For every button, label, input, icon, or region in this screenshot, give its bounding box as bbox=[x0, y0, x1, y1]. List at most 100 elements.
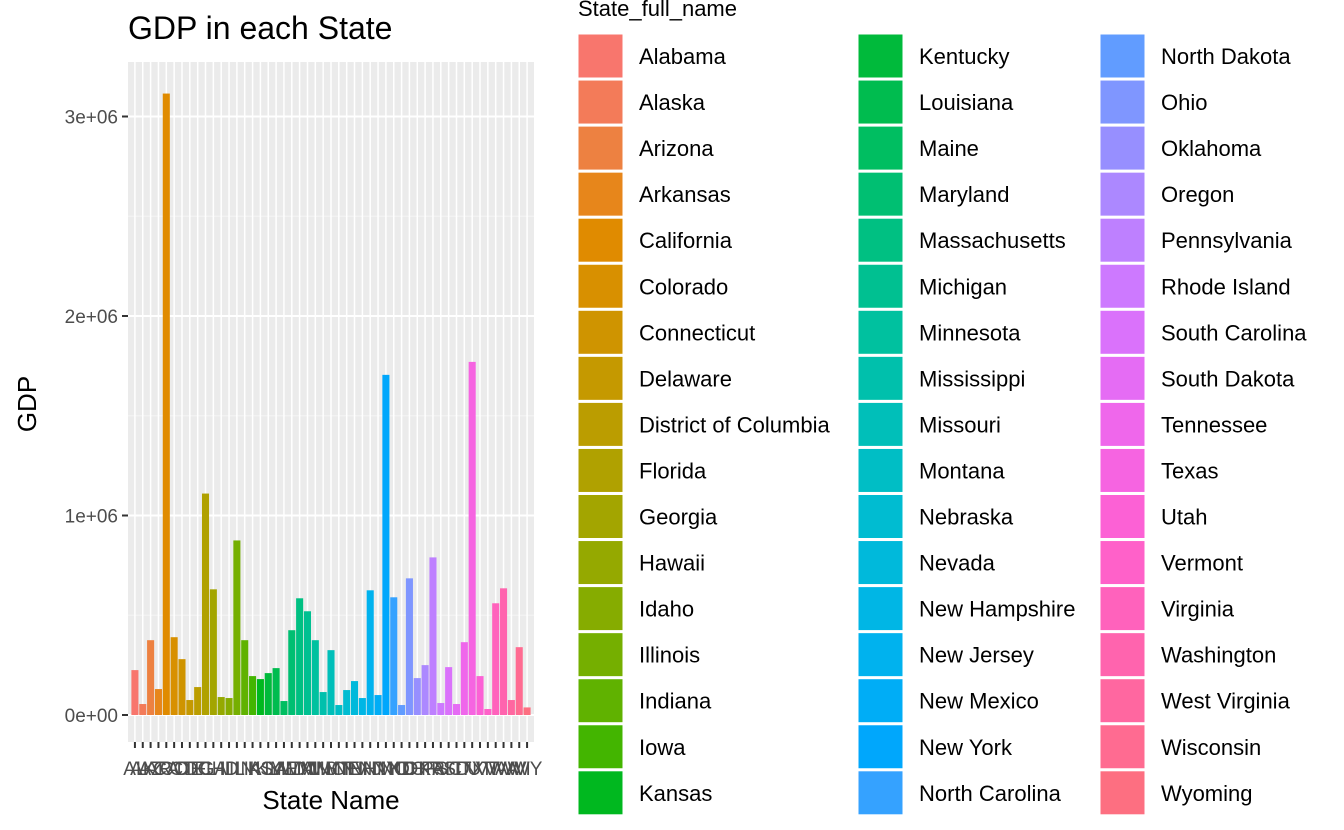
x-tick-label: WA bbox=[489, 759, 519, 780]
x-tick-label: RI bbox=[431, 759, 450, 780]
bar-mo bbox=[327, 650, 335, 715]
bar-la bbox=[272, 668, 280, 715]
x-tick-label: CA bbox=[153, 759, 180, 780]
legend-label: Pennsylvania bbox=[1161, 228, 1293, 253]
legend-label: Alabama bbox=[639, 44, 727, 69]
legend-swatch bbox=[577, 171, 624, 217]
bar-mn bbox=[311, 640, 319, 715]
legend-item: Michigan bbox=[857, 263, 1007, 309]
legend-label: Colorado bbox=[639, 274, 728, 299]
chart-title: GDP in each State bbox=[128, 10, 392, 46]
x-tick-label: MI bbox=[297, 759, 318, 780]
legend-item: Ohio bbox=[1099, 79, 1207, 125]
legend-label: Wyoming bbox=[1161, 781, 1253, 806]
legend-item: Nevada bbox=[857, 540, 996, 586]
legend-swatch bbox=[1099, 171, 1146, 217]
legend-title: State_full_name bbox=[578, 0, 737, 21]
bar-ga bbox=[209, 589, 217, 715]
x-tick-label: SC bbox=[435, 759, 461, 780]
x-tick-label: TX bbox=[460, 759, 485, 780]
bar-sc bbox=[445, 667, 453, 715]
legend-label: Hawaii bbox=[639, 551, 705, 576]
legend-swatch bbox=[1099, 540, 1146, 586]
legend-label: Arkansas bbox=[639, 182, 731, 207]
bar-nd bbox=[398, 705, 406, 715]
legend-swatch bbox=[857, 678, 904, 724]
bar-id bbox=[225, 698, 233, 715]
legend-item: Tennessee bbox=[1099, 401, 1267, 447]
legend-label: Nebraska bbox=[919, 505, 1014, 530]
x-tick-label: FL bbox=[194, 759, 216, 780]
legend-swatch bbox=[577, 678, 624, 724]
legend-item: Hawaii bbox=[577, 540, 705, 586]
x-tick-label: NJ bbox=[359, 759, 382, 780]
x-tick-label: MN bbox=[301, 759, 331, 780]
bar-al bbox=[131, 670, 139, 715]
legend-swatch bbox=[857, 355, 904, 401]
legend-label: Wisconsin bbox=[1161, 735, 1261, 760]
x-tick-label: LA bbox=[264, 759, 288, 780]
legend-swatch bbox=[857, 447, 904, 493]
x-tick-label: NH bbox=[349, 759, 376, 780]
legend-item: Idaho bbox=[577, 586, 694, 632]
legend-item: Oregon bbox=[1099, 171, 1234, 217]
x-tick-label: OK bbox=[404, 759, 432, 780]
legend-item: Virginia bbox=[1099, 586, 1235, 632]
legend-label: Texas bbox=[1161, 458, 1218, 483]
bar-ms bbox=[319, 692, 327, 715]
bar-nc bbox=[390, 597, 398, 715]
legend-label: Louisiana bbox=[919, 90, 1014, 115]
legend-label: Nevada bbox=[919, 551, 996, 576]
bar-vt bbox=[484, 709, 492, 715]
legend-item: North Carolina bbox=[857, 770, 1062, 816]
bar-ca bbox=[162, 93, 170, 716]
legend-label: Maryland bbox=[919, 182, 1009, 207]
legend-swatch bbox=[1099, 125, 1146, 171]
x-tick-label: AZ bbox=[138, 759, 163, 780]
legend-label: Vermont bbox=[1161, 551, 1243, 576]
x-tick-label: AL bbox=[123, 759, 146, 780]
x-tick-label: TN bbox=[452, 759, 477, 780]
bar-wv bbox=[507, 700, 515, 715]
bar-pa bbox=[429, 557, 437, 715]
x-tick-label: DE bbox=[177, 759, 203, 780]
legend-label: Florida bbox=[639, 458, 707, 483]
legend-swatch bbox=[857, 770, 904, 816]
legend-swatch bbox=[857, 263, 904, 309]
bar-ok bbox=[413, 678, 421, 715]
legend-item: Oklahoma bbox=[1099, 125, 1262, 171]
x-axis-title: State Name bbox=[262, 785, 399, 815]
x-tick-label: NM bbox=[363, 759, 393, 780]
legend-label: Georgia bbox=[639, 505, 718, 530]
legend-label: Kansas bbox=[639, 781, 712, 806]
legend-item: Nebraska bbox=[857, 494, 1014, 539]
legend-item: Iowa bbox=[577, 724, 686, 770]
legend-swatch bbox=[857, 724, 904, 770]
legend-item: Rhode Island bbox=[1099, 263, 1291, 309]
x-tick-label: MD bbox=[277, 759, 307, 780]
legend-label: Iowa bbox=[639, 735, 686, 760]
legend-label: Maine bbox=[919, 136, 979, 161]
legend-item: New York bbox=[857, 724, 1013, 770]
x-tick-label: KS bbox=[248, 759, 273, 780]
legend-swatch bbox=[857, 586, 904, 632]
x-tick-label: WY bbox=[512, 759, 543, 780]
legend-item: Minnesota bbox=[857, 309, 1021, 355]
x-tick-label: PA bbox=[421, 759, 445, 780]
legend-swatch bbox=[1099, 632, 1146, 678]
legend-swatch bbox=[577, 724, 624, 770]
legend-item: Louisiana bbox=[857, 79, 1014, 125]
x-axis: ALAKAZARCACOCTDEDCFLGAHIIDILINIAKSKYLAME… bbox=[123, 742, 543, 780]
legend-item: Maryland bbox=[857, 171, 1009, 217]
legend-swatch bbox=[1099, 586, 1146, 632]
legend-swatch bbox=[1099, 724, 1146, 770]
bar-oh bbox=[405, 578, 413, 715]
legend-swatch bbox=[577, 79, 624, 125]
legend-label: New Hampshire bbox=[919, 597, 1076, 622]
legend-label: South Dakota bbox=[1161, 366, 1295, 391]
x-tick-label: AK bbox=[130, 759, 156, 780]
bar-or bbox=[421, 665, 429, 715]
legend-swatch bbox=[857, 171, 904, 217]
legend-swatch bbox=[857, 540, 904, 586]
legend-swatch bbox=[577, 586, 624, 632]
